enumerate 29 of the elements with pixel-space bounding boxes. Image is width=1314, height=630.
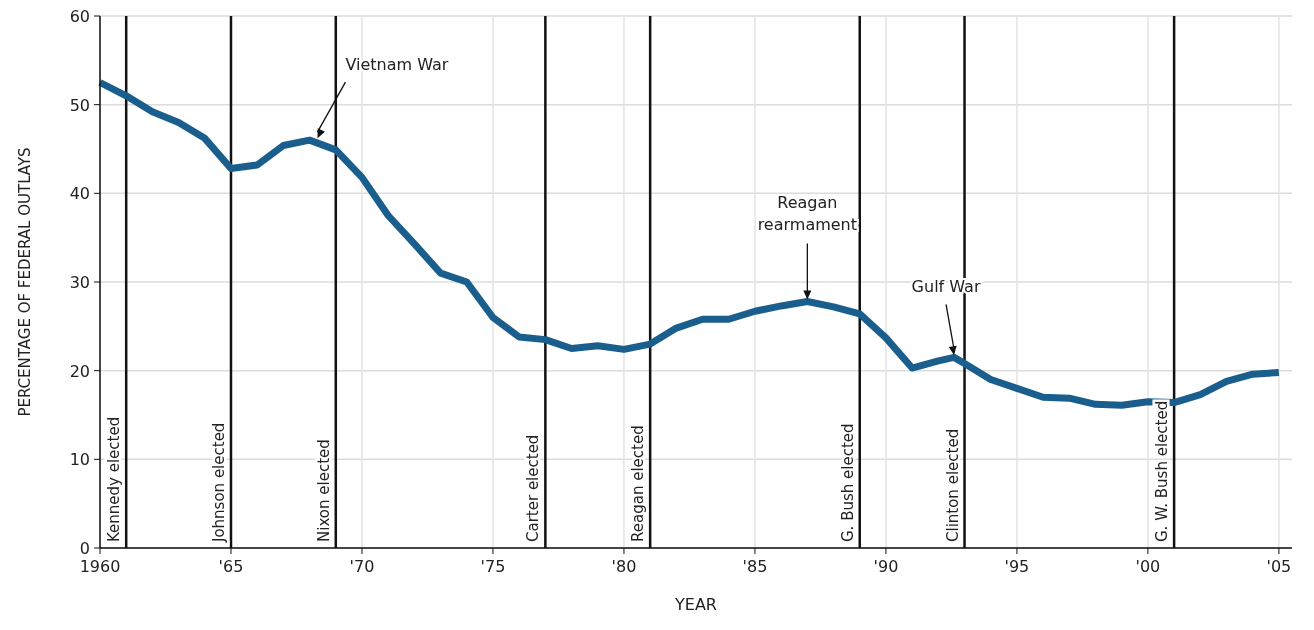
x-tick-label: '00 <box>1135 557 1161 576</box>
ref-line-label: G. Bush elected <box>838 423 857 542</box>
x-tick-label: '75 <box>480 557 506 576</box>
y-tick-label: 40 <box>69 184 90 204</box>
annotation: Vietnam War <box>345 55 449 75</box>
ref-line-label: Clinton elected <box>943 428 962 542</box>
y-tick-label: 50 <box>69 95 90 115</box>
x-tick-label: '65 <box>218 557 244 576</box>
x-tick-label: '80 <box>611 557 637 576</box>
x-axis-title: YEAR <box>674 595 717 614</box>
x-tick-label: '95 <box>1004 557 1030 576</box>
ref-line-label: Reagan elected <box>629 425 648 542</box>
ref-line-label: G. W. Bush elected <box>1153 400 1172 542</box>
ref-line-label: Kennedy elected <box>105 416 124 542</box>
y-tick-label: 10 <box>69 450 90 470</box>
ref-line-label: Nixon elected <box>314 439 333 542</box>
x-tick-label: 1960 <box>79 557 121 576</box>
y-axis-title: PERCENTAGE OF FEDERAL OUTLAYS <box>16 147 34 417</box>
ref-line-label: Johnson elected <box>209 422 228 543</box>
y-tick-label: 20 <box>69 361 90 381</box>
x-tick-label: '70 <box>349 557 375 576</box>
ref-line-label: Carter elected <box>524 434 543 542</box>
y-tick-label: 0 <box>79 539 90 558</box>
x-tick-label: '05 <box>1266 557 1292 576</box>
annotation: Reagan rearmament <box>757 192 858 234</box>
y-tick-label: 30 <box>69 273 90 292</box>
x-tick-label: '90 <box>873 557 899 576</box>
y-tick-label: 60 <box>69 7 90 26</box>
x-tick-label: '85 <box>742 557 768 576</box>
